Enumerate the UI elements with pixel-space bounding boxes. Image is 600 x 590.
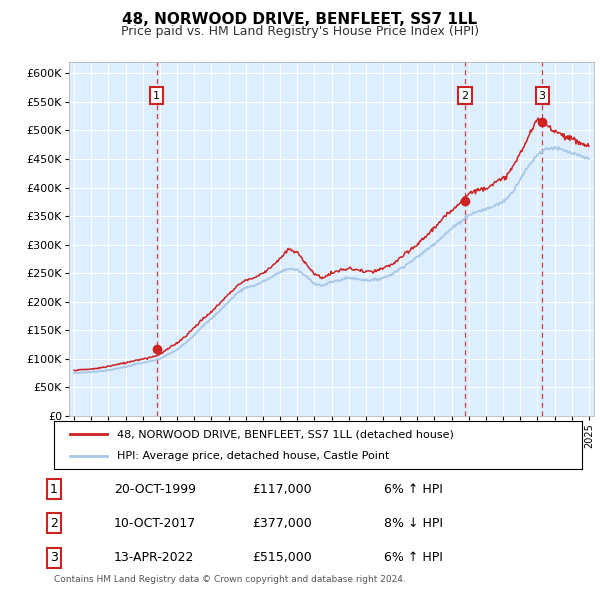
Text: 1: 1: [153, 91, 160, 100]
Text: 48, NORWOOD DRIVE, BENFLEET, SS7 1LL: 48, NORWOOD DRIVE, BENFLEET, SS7 1LL: [122, 12, 478, 27]
Text: 1: 1: [50, 483, 58, 496]
Text: 3: 3: [50, 551, 58, 564]
Text: 2: 2: [50, 517, 58, 530]
Text: 48, NORWOOD DRIVE, BENFLEET, SS7 1LL (detached house): 48, NORWOOD DRIVE, BENFLEET, SS7 1LL (de…: [118, 429, 454, 439]
Text: 6% ↑ HPI: 6% ↑ HPI: [384, 551, 443, 564]
Text: Price paid vs. HM Land Registry's House Price Index (HPI): Price paid vs. HM Land Registry's House …: [121, 25, 479, 38]
Text: HPI: Average price, detached house, Castle Point: HPI: Average price, detached house, Cast…: [118, 451, 390, 461]
Text: Contains HM Land Registry data © Crown copyright and database right 2024.: Contains HM Land Registry data © Crown c…: [54, 575, 406, 584]
Text: 6% ↑ HPI: 6% ↑ HPI: [384, 483, 443, 496]
Text: £117,000: £117,000: [252, 483, 311, 496]
Text: 3: 3: [539, 91, 545, 100]
Text: 8% ↓ HPI: 8% ↓ HPI: [384, 517, 443, 530]
Text: 10-OCT-2017: 10-OCT-2017: [114, 517, 196, 530]
Text: 2: 2: [461, 91, 469, 100]
Text: 13-APR-2022: 13-APR-2022: [114, 551, 194, 564]
Text: £515,000: £515,000: [252, 551, 312, 564]
Text: £377,000: £377,000: [252, 517, 312, 530]
Text: 20-OCT-1999: 20-OCT-1999: [114, 483, 196, 496]
